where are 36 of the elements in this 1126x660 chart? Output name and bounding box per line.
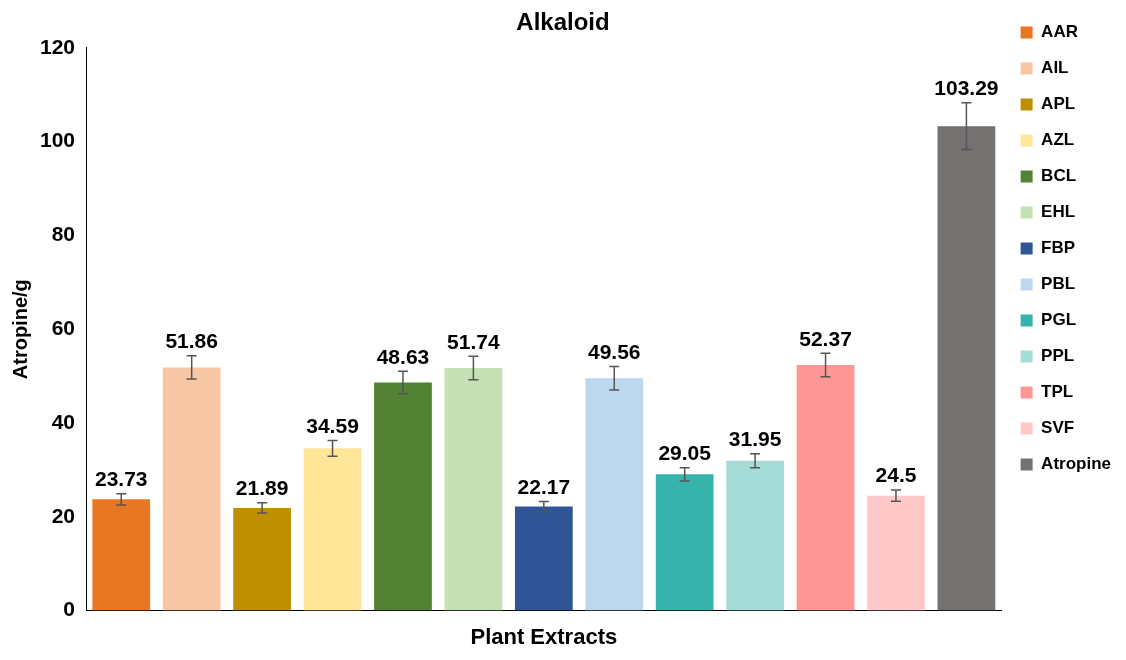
x-axis-title: Plant Extracts: [470, 623, 618, 649]
data-label: 52.37: [799, 326, 852, 350]
data-label: 103.29: [934, 76, 999, 100]
legend-label: AAR: [1041, 22, 1078, 42]
data-label: 51.74: [447, 329, 500, 353]
legend-label: APL: [1041, 94, 1076, 114]
y-tick-label: 80: [51, 222, 76, 246]
y-axis-title: Atropine/g: [8, 279, 31, 380]
y-tick-label: 60: [51, 316, 76, 339]
y-tick-label: 100: [39, 128, 76, 152]
legend-label: PGL: [1041, 310, 1077, 330]
legend-label: AIL: [1041, 58, 1069, 78]
data-label: 34.59: [306, 413, 359, 437]
data-label: 23.73: [94, 466, 148, 490]
legend-label: AZL: [1041, 130, 1075, 150]
legend-label: EHL: [1041, 202, 1076, 222]
data-label: 49.56: [587, 339, 641, 363]
data-label: 22.17: [517, 474, 571, 498]
legend-label: SVF: [1041, 418, 1075, 438]
y-tick-label: 120: [39, 34, 76, 58]
legend-label: PBL: [1041, 274, 1076, 294]
y-tick-label: 0: [63, 597, 76, 621]
data-label: 51.86: [165, 328, 218, 352]
chart-title: Alkaloid: [516, 8, 610, 36]
legend-label: TPL: [1041, 382, 1074, 402]
y-tick-label: 20: [51, 503, 76, 527]
legend-label: PPL: [1041, 346, 1075, 366]
legend-label: BCL: [1041, 166, 1077, 186]
data-label: 48.63: [376, 344, 430, 368]
y-tick-label: 40: [51, 409, 76, 433]
data-label: 24.5: [875, 463, 917, 487]
legend-label: Atropine: [1041, 454, 1112, 474]
data-label: 31.95: [728, 427, 782, 451]
legend-label: FBP: [1041, 238, 1076, 258]
data-label: 21.89: [235, 476, 289, 500]
data-label: 29.05: [658, 441, 712, 465]
